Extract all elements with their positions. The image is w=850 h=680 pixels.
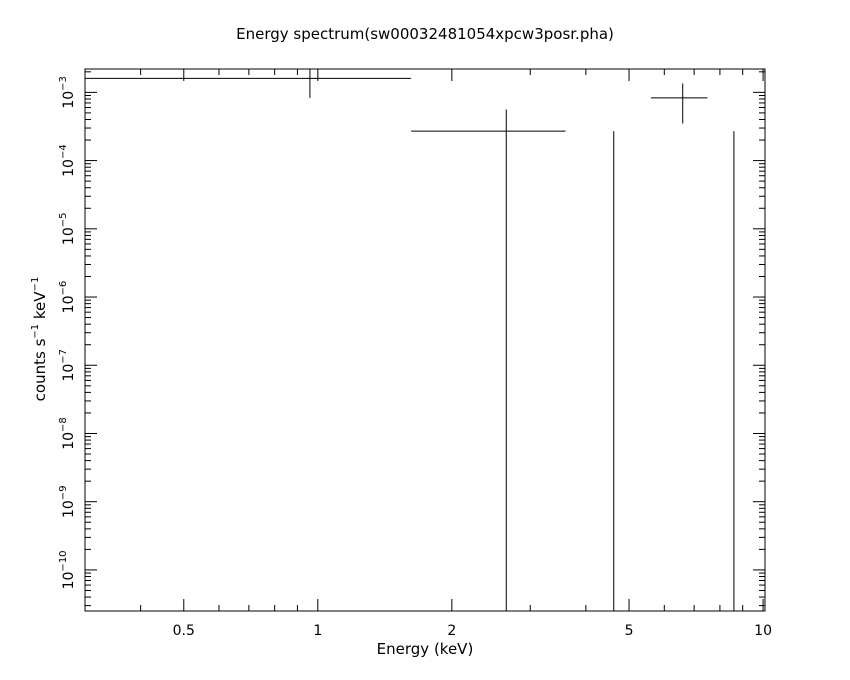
y-axis-label: counts s−1 keV−1 [30,277,49,402]
x-tick-label: 5 [625,623,634,639]
tick-labels: 0.5 1 2 5 10 10−3 10−4 10−5 10−6 10−7 10−8 10−9 10−1… [58,76,772,639]
y-tick-label: 10−8 [58,417,77,450]
y-axis-label-sup2: −1 [30,277,41,292]
y-tick-label: 10−3 [58,76,77,109]
chart-title: Energy spectrum(sw00032481054xpcw3posr.p… [236,25,614,43]
x-axis-label: Energy (keV) [377,640,474,658]
x-tick-label: 1 [313,623,322,639]
y-tick-label: 10−9 [58,485,77,518]
y-tick-label: 10−4 [58,144,77,177]
y-tick-label: 10−5 [58,213,77,246]
y-axis-label-sup1: −1 [30,324,41,339]
y-tick-label: 10−10 [58,550,77,589]
x-tick-label: 0.5 [173,623,195,639]
y-axis-label-base: counts s [31,338,49,401]
y-tick-label: 10−6 [58,281,77,314]
data-points [85,69,735,611]
plot-frame [84,68,766,612]
data-point [650,83,708,124]
axis-ticks [84,69,765,611]
data-point [85,69,412,98]
y-axis-label-mid: keV [31,291,49,324]
x-tick-label: 2 [447,623,456,639]
y-tick-label: 10−7 [58,349,77,382]
data-point [411,109,566,611]
x-tick-label: 10 [754,623,772,639]
